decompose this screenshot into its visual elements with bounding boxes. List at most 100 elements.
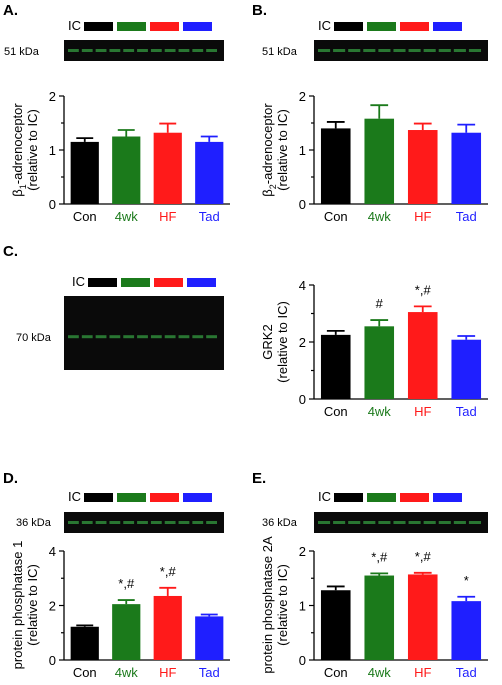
y-axis-subtitle: (relative to IC) [275, 301, 290, 383]
ic-legend-label: IC [318, 18, 331, 33]
blot-band [333, 521, 346, 524]
y-axis-subtitle: (relative to IC) [25, 109, 40, 191]
x-category-label-con: Con [324, 404, 348, 419]
blot-size-label: 36 kDa [16, 517, 52, 529]
x-category-label-con: Con [73, 665, 97, 680]
chart-panel-d: IC 36 kDa 0 2 4 protein phosphatase 1 (relativ… [10, 489, 230, 680]
bar-tad [451, 601, 482, 660]
blot-band [393, 49, 406, 52]
blot-band [137, 521, 148, 524]
bar-4wk [112, 136, 141, 204]
bar-tad [195, 141, 224, 204]
blot-band [95, 49, 107, 52]
blot-band [137, 49, 148, 52]
y-tick-label: 0 [49, 653, 56, 668]
legend-swatch-4wk [367, 493, 396, 502]
blot-band [164, 521, 176, 524]
legend-swatch-4wk [117, 493, 146, 502]
blot-band [109, 49, 121, 52]
legend-swatch-con [334, 22, 363, 31]
panel-label-e: E. [252, 470, 267, 487]
blot-band [378, 49, 391, 52]
blot-band [81, 335, 93, 339]
blot-band [408, 521, 421, 524]
y-axis-subtitle: (relative to IC) [25, 564, 40, 646]
x-category-label-hf: HF [414, 209, 431, 224]
blot-band [363, 49, 376, 52]
chart-panel-c: IC 70 kDa 0 2 4 GRK2 (relative to IC) Con 4wk # HF… [16, 274, 488, 419]
legend-swatch-4wk [121, 278, 150, 287]
blot-band [68, 49, 79, 52]
blot-band [178, 335, 190, 339]
blot-size-label: 51 kDa [262, 46, 298, 58]
ic-legend-label: IC [68, 18, 81, 33]
ic-legend-label: IC [318, 489, 331, 504]
bar-tad [451, 339, 482, 399]
y-axis-subtitle: (relative to IC) [275, 109, 290, 191]
blot-band [333, 49, 346, 52]
bar-tad [195, 616, 224, 660]
bar-hf [407, 574, 438, 660]
x-category-label-hf: HF [414, 665, 431, 680]
panel-label-a: A. [3, 2, 18, 19]
blot-band [68, 335, 79, 339]
bar-hf [153, 132, 182, 204]
y-tick-label: 2 [299, 544, 306, 559]
significance-marker: * [464, 573, 469, 588]
blot-size-label: 36 kDa [262, 517, 298, 529]
x-category-label-tad: Tad [199, 665, 220, 680]
y-axis-title: protein phosphatase 1 [10, 541, 25, 670]
y-tick-label: 2 [299, 335, 306, 350]
significance-marker: *,# [118, 576, 135, 591]
chart-panel-e: IC 36 kDa 0 1 2 protein phosphatase 2A (relati… [260, 489, 488, 680]
blot-band [468, 49, 481, 52]
x-category-label-4wk: 4wk [368, 209, 392, 224]
y-axis-title: GRK2 [260, 324, 275, 359]
x-category-label-con: Con [324, 209, 348, 224]
legend-swatch-hf [154, 278, 183, 287]
y-tick-label: 0 [299, 197, 306, 212]
blot-band [192, 335, 204, 339]
bar-con [320, 334, 351, 399]
legend-swatch-con [84, 493, 113, 502]
x-category-label-tad: Tad [199, 209, 220, 224]
blot-band [206, 335, 217, 339]
blot-band [423, 521, 436, 524]
legend-swatch-hf [150, 22, 179, 31]
y-tick-label: 2 [49, 89, 56, 104]
blot-band [164, 49, 176, 52]
blot-band [123, 49, 135, 52]
y-tick-label: 1 [299, 599, 306, 614]
legend-swatch-con [84, 22, 113, 31]
blot-band [150, 521, 162, 524]
bar-con [320, 590, 351, 660]
blot-size-label: 70 kDa [16, 332, 52, 344]
blot-band [318, 49, 331, 52]
blot-band [81, 49, 93, 52]
blot-band [137, 335, 148, 339]
bar-tad [451, 132, 482, 204]
ic-legend-label: IC [68, 489, 81, 504]
blot-band [438, 521, 451, 524]
bar-4wk [364, 575, 395, 660]
legend-swatch-hf [400, 493, 429, 502]
x-category-label-tad: Tad [456, 665, 477, 680]
y-tick-label: 0 [49, 197, 56, 212]
blot-band [393, 521, 406, 524]
blot-band [81, 521, 93, 524]
blot-band [68, 521, 79, 524]
x-category-label-4wk: 4wk [115, 665, 139, 680]
blot-size-label: 51 kDa [4, 46, 40, 58]
bar-hf [407, 312, 438, 399]
y-tick-label: 4 [49, 544, 56, 559]
y-tick-label: 2 [299, 89, 306, 104]
legend-swatch-4wk [367, 22, 396, 31]
blot-band [123, 521, 135, 524]
x-category-label-tad: Tad [456, 209, 477, 224]
blot-band [123, 335, 135, 339]
blot-band [348, 521, 361, 524]
blot-band [468, 521, 481, 524]
blot-band [150, 49, 162, 52]
blot-band [318, 521, 331, 524]
chart-panel-b: IC 51 kDa 0 1 2 β2-adrenoceptor (relative to I… [260, 18, 488, 224]
